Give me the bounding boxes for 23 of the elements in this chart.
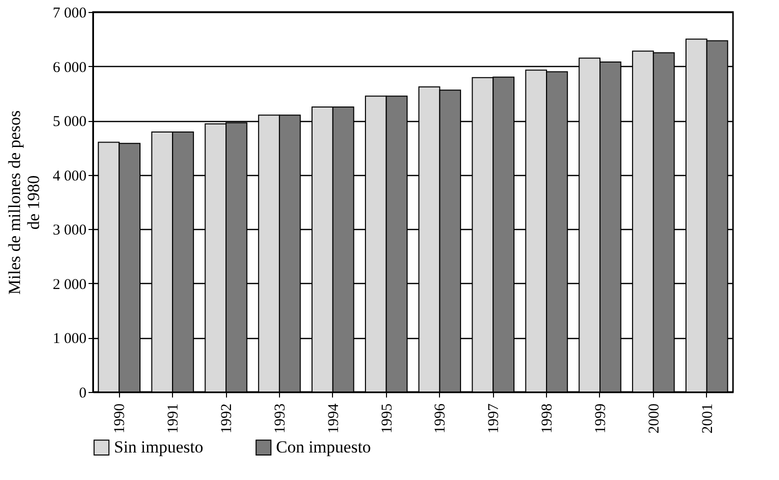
x-tick-label: 1992 [219, 404, 236, 434]
x-tick-label: 1997 [486, 403, 502, 434]
x-tick-label: 1991 [166, 404, 182, 434]
x-tick-label: 1995 [379, 404, 396, 434]
y-tick-label: 7 000 [52, 6, 86, 22]
y-tick-label: 4 000 [52, 168, 86, 184]
y-tick-label: 2 000 [52, 276, 86, 293]
x-tick-label: 1993 [272, 404, 288, 434]
x-tick-label: 2001 [700, 404, 716, 434]
y-axis-title: Miles de millones de pesos de 1980 [4, 110, 43, 295]
x-tick-label: 1996 [432, 403, 449, 434]
y-tick-label: 0 [79, 386, 86, 402]
x-tick-label: 1994 [326, 403, 342, 434]
legend-label: Sin impuesto [114, 438, 204, 457]
y-tick-label: 1 000 [52, 331, 86, 348]
legend-label: Con impuesto [276, 438, 371, 457]
x-tick-label: 2000 [646, 404, 662, 434]
x-tick-label: 1999 [592, 404, 609, 434]
y-tick-label: 6 000 [52, 60, 86, 76]
y-tick-label: 5 000 [52, 114, 86, 130]
x-tick-label: 1998 [540, 404, 556, 434]
x-tick-label: 1990 [112, 404, 128, 434]
y-tick-label: 3 000 [52, 222, 86, 239]
